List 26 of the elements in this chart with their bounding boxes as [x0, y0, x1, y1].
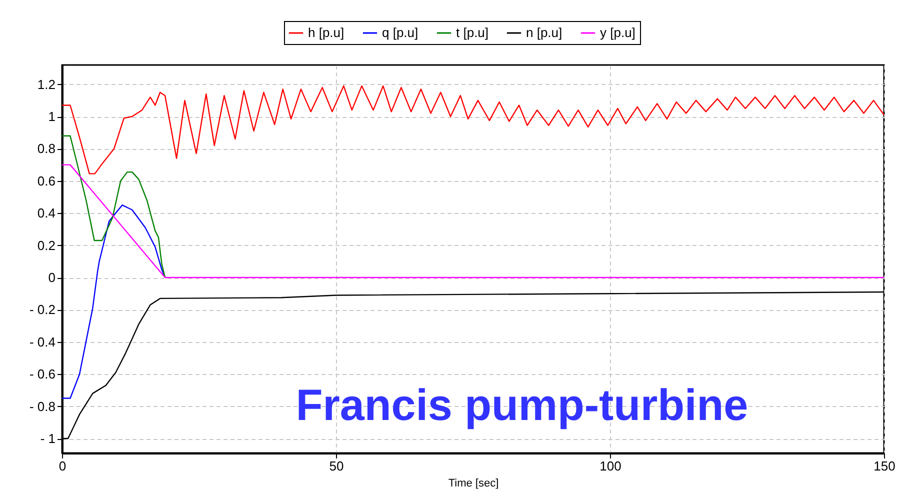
x-axis-title: Time [sec] [448, 478, 499, 490]
line-series [61, 135, 166, 278]
y-tick-label: - 0.2 [29, 302, 56, 318]
legend-label: q [p.u] [382, 25, 418, 40]
line-series [61, 85, 885, 174]
legend-label: y [p.u] [600, 25, 636, 40]
line-series [61, 204, 166, 399]
y-tick-label: - 1 [40, 431, 56, 446]
y-tick-label: 1 [48, 109, 56, 124]
y-tick-label: 0.6 [37, 173, 56, 188]
legend-label: n [p.u] [526, 25, 562, 40]
y-tick-label: 1.2 [37, 76, 56, 92]
x-tick-label: 100 [600, 458, 622, 474]
x-tick-label: 50 [329, 458, 344, 474]
y-tick-label: - 0.4 [29, 334, 56, 350]
x-tick-label: 0 [58, 458, 66, 474]
y-tick-label: - 0.8 [29, 398, 56, 414]
y-tick-label: 0 [48, 270, 56, 286]
legend-label: h [p.u] [308, 25, 344, 40]
y-tick-label: 0.2 [37, 238, 56, 253]
y-tick-label: 0.4 [37, 206, 56, 221]
legend-label: t [p.u] [456, 25, 489, 40]
y-tick-label: 0.8 [37, 141, 56, 156]
x-tick-label: 150 [874, 458, 896, 474]
y-tick-label: - 0.6 [29, 366, 56, 382]
annotation: Francis pump-turbine [296, 381, 748, 430]
